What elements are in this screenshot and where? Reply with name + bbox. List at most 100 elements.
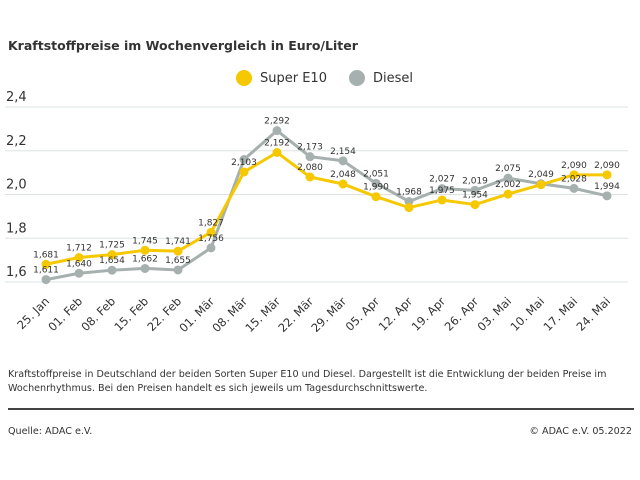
data-point bbox=[371, 178, 381, 188]
x-tick-label: 01. Feb bbox=[45, 294, 85, 334]
data-point bbox=[305, 152, 315, 162]
data-label: 1,741 bbox=[165, 237, 191, 247]
data-label: 1,681 bbox=[33, 250, 59, 260]
data-label: 2,090 bbox=[561, 161, 587, 171]
data-point bbox=[74, 253, 84, 262]
data-point bbox=[338, 179, 348, 189]
data-point bbox=[404, 203, 414, 213]
data-label: 2,049 bbox=[528, 170, 554, 180]
data-label: 2,075 bbox=[495, 164, 521, 174]
data-label: 2,292 bbox=[264, 117, 290, 127]
data-point bbox=[239, 167, 249, 177]
x-tick-label: 15. Feb bbox=[111, 294, 151, 334]
data-label: 2,103 bbox=[231, 158, 257, 168]
data-label: 2,048 bbox=[330, 170, 356, 180]
y-tick-label: 2,4 bbox=[6, 90, 27, 105]
x-tick-label: 19. Apr bbox=[409, 294, 449, 334]
data-label: 1,994 bbox=[594, 182, 620, 192]
legend-label-e10: Super E10 bbox=[260, 70, 327, 86]
source: Quelle: ADAC e.V. bbox=[8, 426, 93, 437]
x-tick-label: 10. Mai bbox=[507, 294, 547, 334]
data-point bbox=[437, 195, 447, 205]
data-label: 1,968 bbox=[396, 188, 422, 198]
data-label: 1,725 bbox=[99, 241, 125, 251]
data-label: 1,827 bbox=[198, 218, 224, 228]
x-tick-label: 29. Mär bbox=[308, 294, 349, 335]
data-point bbox=[140, 263, 150, 273]
data-point bbox=[470, 200, 480, 210]
x-tick-label: 22. Mär bbox=[275, 294, 316, 335]
data-point bbox=[602, 191, 612, 201]
data-label: 1,640 bbox=[66, 259, 92, 269]
x-tick-label: 24. Mai bbox=[573, 294, 613, 334]
x-tick-label: 26. Apr bbox=[442, 294, 482, 334]
data-point bbox=[173, 265, 183, 275]
data-point bbox=[107, 250, 117, 260]
data-label: 2,192 bbox=[264, 139, 290, 149]
legend: Super E10 Diesel bbox=[236, 70, 435, 86]
data-point bbox=[272, 148, 282, 157]
caption: Kraftstoffpreise in Deutschland der beid… bbox=[8, 369, 607, 394]
y-tick-label: 2,2 bbox=[6, 134, 27, 149]
data-label: 2,090 bbox=[594, 161, 620, 171]
data-point bbox=[569, 170, 579, 180]
data-point bbox=[536, 180, 546, 190]
data-point bbox=[74, 268, 84, 278]
copyright: © ADAC e.V. 05.2022 bbox=[529, 426, 632, 437]
data-label: 1,654 bbox=[99, 256, 125, 266]
legend-swatch-diesel bbox=[348, 70, 365, 86]
data-label: 1,662 bbox=[132, 254, 158, 264]
data-point bbox=[239, 155, 249, 164]
x-tick-label: 17. Mai bbox=[540, 294, 580, 334]
data-label: 1,712 bbox=[66, 244, 92, 254]
data-label: 1,655 bbox=[165, 256, 191, 266]
data-label: 2,154 bbox=[330, 147, 356, 157]
y-tick-label: 1,8 bbox=[6, 221, 27, 236]
data-point bbox=[569, 183, 579, 193]
data-point bbox=[41, 275, 51, 285]
data-point bbox=[305, 172, 315, 182]
data-point bbox=[107, 265, 117, 275]
data-point bbox=[437, 184, 447, 194]
data-label: 2,080 bbox=[297, 163, 323, 173]
data-point bbox=[140, 245, 150, 255]
x-tick-label: 15. Mär bbox=[242, 294, 283, 335]
data-point bbox=[503, 173, 513, 183]
data-label: 1,611 bbox=[33, 266, 59, 276]
data-point bbox=[206, 243, 216, 253]
x-tick-label: 01. Mär bbox=[176, 294, 217, 335]
data-point bbox=[371, 192, 381, 202]
data-label: 2,051 bbox=[363, 169, 389, 179]
x-tick-label: 08. Feb bbox=[78, 294, 118, 334]
data-label: 1,745 bbox=[132, 236, 158, 246]
divider bbox=[8, 408, 634, 410]
data-point bbox=[503, 189, 513, 199]
x-tick-label: 08. Mär bbox=[209, 294, 250, 335]
data-label: 2,028 bbox=[561, 174, 587, 184]
series-line-0 bbox=[45, 150, 607, 266]
data-label: 2,027 bbox=[429, 175, 455, 185]
x-tick-label: 05. Apr bbox=[343, 294, 383, 334]
data-point bbox=[41, 259, 51, 269]
data-label: 1,954 bbox=[462, 191, 488, 201]
data-label: 2,019 bbox=[462, 176, 488, 186]
y-tick-label: 1,6 bbox=[6, 265, 27, 280]
data-label: 1,756 bbox=[198, 234, 224, 244]
chart-title: Kraftstoffpreise im Wochenvergleich in E… bbox=[8, 38, 358, 53]
data-label: 2,173 bbox=[297, 143, 323, 153]
data-point bbox=[338, 156, 348, 166]
data-label: 1,990 bbox=[363, 183, 389, 193]
series-line-1 bbox=[45, 128, 608, 282]
legend-swatch-e10 bbox=[236, 70, 252, 86]
data-point bbox=[602, 170, 612, 180]
x-tick-label: 12. Apr bbox=[376, 294, 416, 334]
data-point bbox=[272, 126, 282, 136]
data-point bbox=[173, 246, 183, 256]
legend-label-diesel: Diesel bbox=[372, 70, 413, 86]
y-tick-label: 2,0 bbox=[6, 178, 27, 193]
data-label: 1,975 bbox=[429, 186, 455, 196]
data-point bbox=[206, 227, 216, 237]
data-point bbox=[470, 185, 480, 195]
x-tick-label: 03. Mai bbox=[474, 294, 514, 334]
